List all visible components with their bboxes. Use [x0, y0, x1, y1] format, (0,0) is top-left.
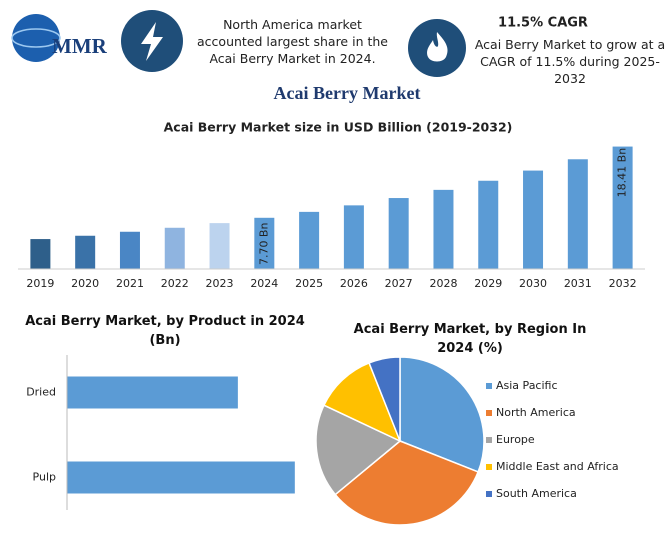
bar: [523, 170, 544, 269]
bar: [119, 231, 140, 269]
pie-slice: [399, 356, 485, 473]
x-tick-label: 2027: [385, 277, 413, 290]
pie-slice: [334, 440, 480, 526]
y-tick-label: Dried: [26, 386, 56, 399]
pie-slice: [368, 356, 401, 442]
value-label: 7.70 Bn: [257, 223, 270, 266]
x-tick-label: 2020: [71, 277, 99, 290]
legend-marker: [486, 437, 492, 443]
bar: [254, 217, 275, 269]
legend-marker: [486, 491, 492, 497]
bar: [67, 461, 295, 494]
x-tick-label: 2023: [206, 277, 234, 290]
pie-slice: [315, 404, 402, 496]
x-tick-label: 2032: [609, 277, 637, 290]
legend-marker: [486, 410, 492, 416]
x-tick-label: 2025: [295, 277, 323, 290]
x-tick-label: 2031: [564, 277, 592, 290]
x-tick-label: 2019: [26, 277, 54, 290]
x-tick-label: 2029: [474, 277, 502, 290]
logo-globe: [12, 14, 60, 62]
flame-icon: [427, 32, 448, 62]
chart-title: Acai Berry Market, by Product in 2024 (B…: [25, 314, 305, 348]
logo-text: MMR: [52, 34, 108, 58]
x-tick-label: 2028: [429, 277, 457, 290]
cagr-title: 11.5% CAGR: [498, 16, 588, 31]
bar: [30, 239, 51, 269]
pie-slice: [322, 361, 402, 443]
bar: [343, 205, 364, 269]
x-tick-label: 2021: [116, 277, 144, 290]
legend-label: Europe: [496, 433, 535, 446]
main-title: Acai Berry Market: [274, 83, 421, 103]
bar: [388, 198, 409, 269]
cagr-text: Acai Berry Market to grow at a CAGR of 1…: [474, 37, 666, 86]
logo-ring: [11, 28, 61, 48]
bar: [164, 227, 185, 269]
bar: [612, 146, 633, 269]
y-tick-label: Pulp: [33, 471, 56, 484]
x-tick-label: 2022: [161, 277, 189, 290]
value-label: 18.41 Bn: [616, 148, 629, 198]
bar: [299, 211, 320, 269]
bar: [67, 376, 238, 409]
legend-label: Middle East and Africa: [496, 460, 619, 473]
bar: [478, 180, 499, 269]
x-tick-label: 2030: [519, 277, 547, 290]
x-tick-label: 2026: [340, 277, 368, 290]
legend-marker: [486, 464, 492, 470]
bar: [567, 159, 588, 269]
legend-label: Asia Pacific: [496, 379, 558, 392]
chart-title: Acai Berry Market, by Region In 2024 (%): [353, 322, 587, 356]
legend-marker: [486, 383, 492, 389]
bar: [75, 235, 96, 269]
chart-title: Acai Berry Market size in USD Billion (2…: [164, 120, 513, 135]
legend-label: North America: [496, 406, 576, 419]
lightning-icon: [141, 22, 163, 61]
legend-label: South America: [496, 487, 577, 500]
fact-text: North America market accounted largest s…: [197, 17, 388, 66]
bar: [209, 223, 230, 269]
x-tick-label: 2024: [250, 277, 278, 290]
bar: [433, 189, 454, 269]
